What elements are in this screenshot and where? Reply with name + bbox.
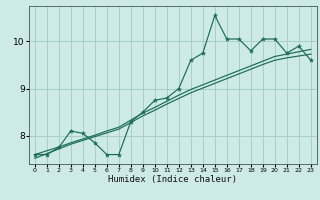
X-axis label: Humidex (Indice chaleur): Humidex (Indice chaleur) — [108, 175, 237, 184]
